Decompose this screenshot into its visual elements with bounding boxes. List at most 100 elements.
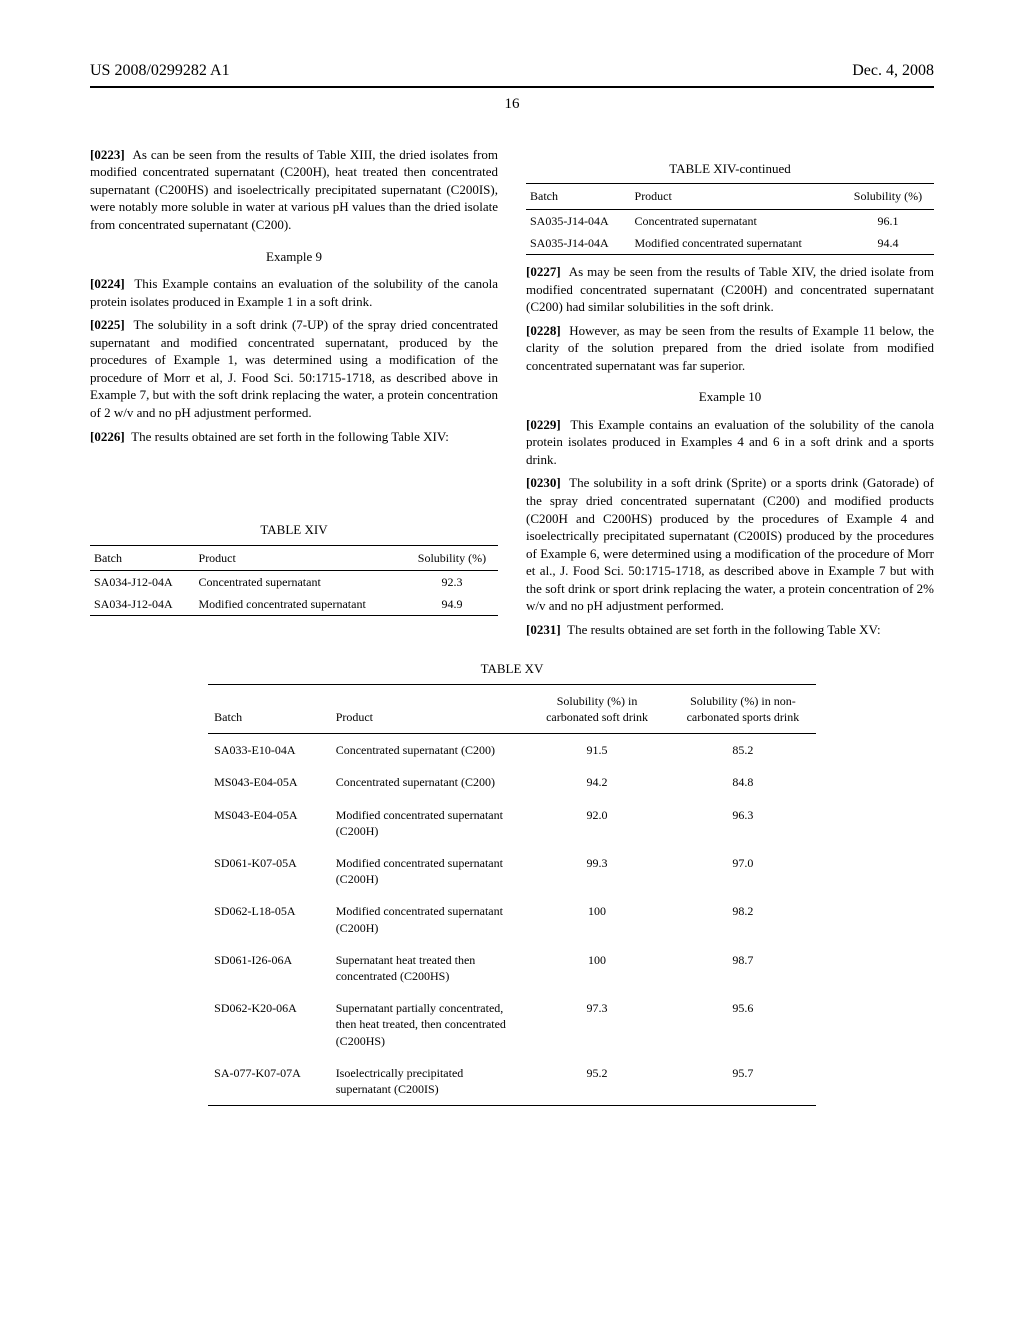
cell-product: Modified concentrated supernatant (C200H… <box>330 895 524 943</box>
table-row: SA-077-K07-07A Isoelectrically precipita… <box>208 1057 816 1106</box>
cell-sol: 96.1 <box>842 209 934 232</box>
table-15-title: TABLE XV <box>90 660 934 678</box>
cell-batch: SA034-J12-04A <box>90 570 195 593</box>
cell-product: Modified concentrated supernatant <box>195 593 406 616</box>
cell-sol1: 92.0 <box>524 799 670 847</box>
publication-number: US 2008/0299282 A1 <box>90 60 230 82</box>
cell-batch: MS043-E04-05A <box>208 766 330 798</box>
cell-sol2: 84.8 <box>670 766 816 798</box>
table-row: SA033-E10-04A Concentrated supernatant (… <box>208 734 816 767</box>
publication-date: Dec. 4, 2008 <box>852 60 934 82</box>
cell-product: Modified concentrated supernatant <box>631 232 842 255</box>
page-header: US 2008/0299282 A1 Dec. 4, 2008 <box>90 60 934 82</box>
cell-product: Supernatant partially concentrated, then… <box>330 992 524 1057</box>
cell-sol2: 95.6 <box>670 992 816 1057</box>
table-row: SA035-J14-04A Modified concentrated supe… <box>526 232 934 255</box>
para-num: [0227] <box>526 264 561 279</box>
cell-sol2: 97.0 <box>670 847 816 895</box>
table-row: MS043-E04-05A Modified concentrated supe… <box>208 799 816 847</box>
paragraph-0224: [0224] This Example contains an evaluati… <box>90 275 498 310</box>
cell-batch: SD062-K20-06A <box>208 992 330 1057</box>
table-row: SD062-L18-05A Modified concentrated supe… <box>208 895 816 943</box>
cell-sol: 92.3 <box>406 570 498 593</box>
right-column: TABLE XIV-continued Batch Product Solubi… <box>526 146 934 645</box>
table-row: SA035-J14-04A Concentrated supernatant 9… <box>526 209 934 232</box>
table-14: Batch Product Solubility (%) SA034-J12-0… <box>90 545 498 617</box>
header-divider <box>90 86 934 88</box>
cell-sol1: 100 <box>524 895 670 943</box>
two-column-layout: [0223] As can be seen from the results o… <box>90 146 934 645</box>
para-text: The results obtained are set forth in th… <box>567 622 880 637</box>
cell-product: Concentrated supernatant (C200) <box>330 734 524 767</box>
cell-batch: SA-077-K07-07A <box>208 1057 330 1106</box>
cell-sol1: 100 <box>524 944 670 992</box>
table-row: SD062-K20-06A Supernatant partially conc… <box>208 992 816 1057</box>
para-text: This Example contains an evaluation of t… <box>90 276 498 309</box>
cell-product: Concentrated supernatant (C200) <box>330 766 524 798</box>
col-product: Product <box>195 545 406 570</box>
para-text: The solubility in a soft drink (7-UP) of… <box>90 317 498 420</box>
paragraph-0226: [0226] The results obtained are set fort… <box>90 428 498 446</box>
table-14-title: TABLE XIV <box>90 521 498 539</box>
para-text: However, as may be seen from the results… <box>526 323 934 373</box>
para-text: The results obtained are set forth in th… <box>131 429 449 444</box>
paragraph-0230: [0230] The solubility in a soft drink (S… <box>526 474 934 614</box>
example-9-title: Example 9 <box>90 248 498 266</box>
col-batch: Batch <box>526 184 631 209</box>
col-product: Product <box>631 184 842 209</box>
para-text: The solubility in a soft drink (Sprite) … <box>526 475 934 613</box>
cell-sol1: 91.5 <box>524 734 670 767</box>
col-product: Product <box>330 684 524 733</box>
cell-product: Concentrated supernatant <box>631 209 842 232</box>
cell-product: Isoelectrically precipitated supernatant… <box>330 1057 524 1106</box>
cell-batch: SA035-J14-04A <box>526 209 631 232</box>
cell-sol1: 94.2 <box>524 766 670 798</box>
cell-batch: MS043-E04-05A <box>208 799 330 847</box>
left-column: [0223] As can be seen from the results o… <box>90 146 498 645</box>
table-row: SD061-I26-06A Supernatant heat treated t… <box>208 944 816 992</box>
cell-batch: SD061-I26-06A <box>208 944 330 992</box>
col-solubility: Solubility (%) <box>406 545 498 570</box>
cell-sol2: 85.2 <box>670 734 816 767</box>
cell-product: Modified concentrated supernatant (C200H… <box>330 799 524 847</box>
cell-batch: SD061-K07-05A <box>208 847 330 895</box>
para-num: [0225] <box>90 317 125 332</box>
table-14c-title: TABLE XIV-continued <box>526 160 934 178</box>
cell-sol1: 97.3 <box>524 992 670 1057</box>
para-num: [0223] <box>90 147 125 162</box>
col-sol-sport: Solubility (%) in non-carbonated sports … <box>670 684 816 733</box>
cell-sol2: 98.2 <box>670 895 816 943</box>
cell-sol2: 95.7 <box>670 1057 816 1106</box>
para-num: [0226] <box>90 429 125 444</box>
col-batch: Batch <box>208 684 330 733</box>
cell-sol2: 96.3 <box>670 799 816 847</box>
para-num: [0230] <box>526 475 561 490</box>
cell-sol1: 95.2 <box>524 1057 670 1106</box>
table-header-row: Batch Product Solubility (%) in carbonat… <box>208 684 816 733</box>
cell-batch: SA033-E10-04A <box>208 734 330 767</box>
cell-batch: SA034-J12-04A <box>90 593 195 616</box>
table-14-continued: Batch Product Solubility (%) SA035-J14-0… <box>526 183 934 255</box>
cell-sol2: 98.7 <box>670 944 816 992</box>
table-row: SA034-J12-04A Modified concentrated supe… <box>90 593 498 616</box>
cell-batch: SD062-L18-05A <box>208 895 330 943</box>
example-10-title: Example 10 <box>526 388 934 406</box>
para-num: [0231] <box>526 622 561 637</box>
paragraph-0228: [0228] However, as may be seen from the … <box>526 322 934 375</box>
cell-sol: 94.4 <box>842 232 934 255</box>
table-header-row: Batch Product Solubility (%) <box>526 184 934 209</box>
table-header-row: Batch Product Solubility (%) <box>90 545 498 570</box>
table-row: SD061-K07-05A Modified concentrated supe… <box>208 847 816 895</box>
paragraph-0231: [0231] The results obtained are set fort… <box>526 621 934 639</box>
col-solubility: Solubility (%) <box>842 184 934 209</box>
para-text: As can be seen from the results of Table… <box>90 147 498 232</box>
cell-product: Supernatant heat treated then concentrat… <box>330 944 524 992</box>
para-num: [0229] <box>526 417 561 432</box>
page-number: 16 <box>90 94 934 114</box>
paragraph-0223: [0223] As can be seen from the results o… <box>90 146 498 234</box>
col-batch: Batch <box>90 545 195 570</box>
cell-product: Concentrated supernatant <box>195 570 406 593</box>
table-15-wrap: TABLE XV Batch Product Solubility (%) in… <box>90 660 934 1106</box>
cell-product: Modified concentrated supernatant (C200H… <box>330 847 524 895</box>
col-sol-soft: Solubility (%) in carbonated soft drink <box>524 684 670 733</box>
